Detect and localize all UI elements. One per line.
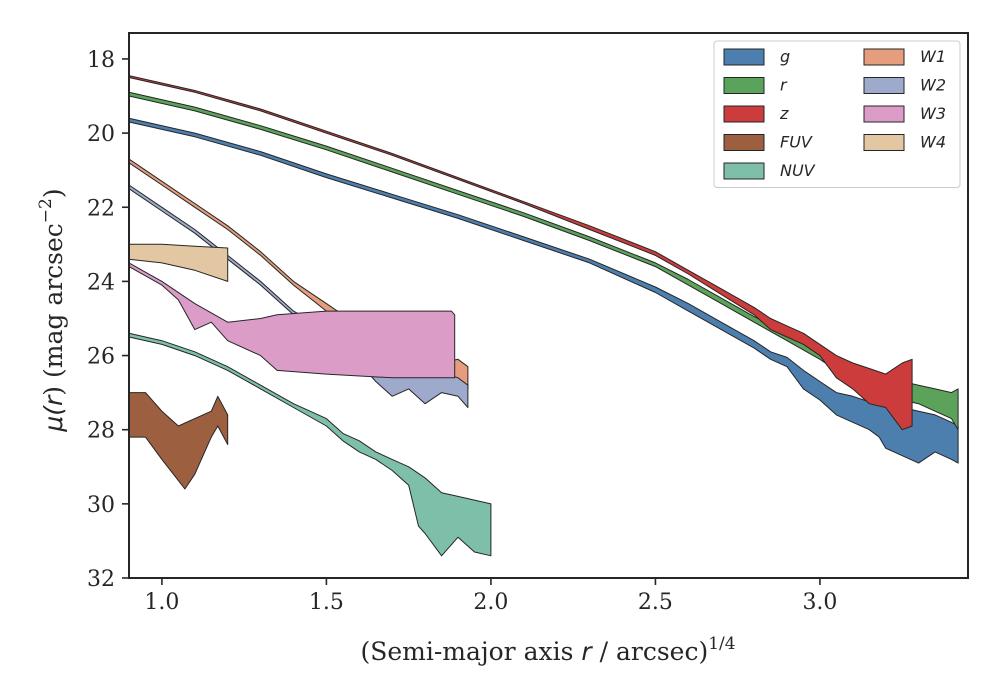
legend-label-nuv: NUV [780, 161, 816, 180]
x-tick-label: 1.0 [144, 590, 179, 615]
legend-swatch-w1 [863, 48, 905, 66]
legend-swatch-fuv [723, 134, 765, 151]
legend-label-fuv: FUV [780, 133, 813, 152]
series-band-g [128, 117, 959, 464]
x-axis-label-sup: 1/4 [708, 634, 735, 654]
legend-label-w3: W3 [920, 104, 946, 123]
legend: grz FUV NUV W1 W2 W3 W4 [713, 40, 961, 188]
x-axis-label: (Semi-major axis r / arcsec)1/4 [360, 634, 735, 666]
series-band-z [128, 75, 913, 431]
legend-swatch-g [723, 48, 765, 66]
legend-label-z: z [779, 104, 789, 123]
x-axis-label-post: / arcsec) [592, 637, 709, 666]
axes-frame [128, 32, 969, 579]
y-tick-label: 20 [87, 122, 115, 147]
x-tick-label: 1.5 [309, 590, 344, 615]
legend-label-r: r [780, 76, 788, 95]
legend-swatch-z [723, 105, 765, 123]
y-axis-label-sup: −2 [36, 198, 56, 223]
legend-label-w2: W2 [920, 76, 946, 95]
legend-swatch-nuv [723, 162, 765, 180]
legend-label-w4: W4 [920, 133, 946, 152]
y-axis-label-close: ) [39, 188, 68, 198]
y-tick-label: 22 [87, 196, 115, 221]
series-band-nuv [128, 332, 492, 557]
x-axis-label-var: r [581, 637, 593, 666]
y-tick-label: 28 [87, 419, 115, 444]
y-tick-label: 24 [87, 270, 115, 295]
series-band-fuv [128, 392, 229, 490]
x-tick-label: 3.0 [802, 590, 837, 615]
x-axis-label-pre: (Semi-major axis [360, 637, 581, 666]
legend-swatch-r [723, 77, 765, 94]
series-band-w2 [128, 184, 469, 408]
legend-swatch-w4 [863, 134, 905, 151]
series-band-w3 [128, 262, 456, 379]
y-axis-label-pre: μ( [39, 405, 68, 433]
y-tick-label: 18 [87, 48, 115, 73]
series-band-w4 [128, 243, 229, 282]
y-axis-label: μ(r) (mag arcsec−2) [36, 188, 68, 432]
series-band-r [128, 91, 959, 431]
x-tick-label: 2.5 [638, 590, 673, 615]
y-tick-label: 32 [87, 567, 115, 592]
legend-swatch-w3 [863, 105, 905, 123]
series-layer [128, 75, 959, 557]
y-axis-label-var: r [39, 394, 68, 406]
legend-swatch-w2 [863, 77, 905, 94]
x-tick-label: 2.0 [473, 590, 508, 615]
legend-label-g: g [780, 47, 790, 66]
legend-label-w1: W1 [920, 47, 946, 66]
y-tick-label: 30 [87, 493, 115, 518]
ticks-layer: 1.0 1.5 2.0 2.5 3.0 18 20 22 24 26 28 30 32 [87, 48, 837, 615]
y-axis-label-post: ) (mag arcsec [39, 223, 68, 396]
y-tick-label: 26 [87, 345, 115, 370]
legend-items: grz FUV NUV W1 W2 W3 W4 [723, 47, 946, 180]
